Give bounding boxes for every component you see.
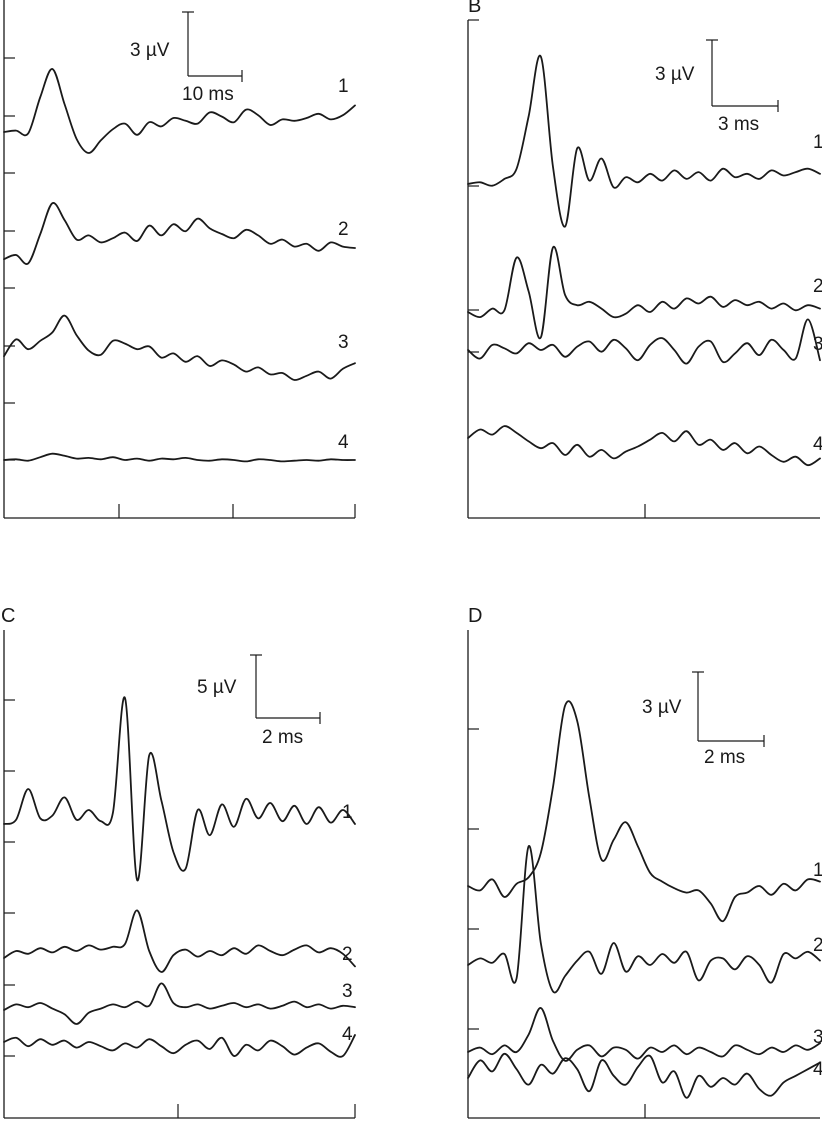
trace-number-2: 2: [813, 935, 822, 956]
trace-number-4: 4: [338, 432, 349, 453]
trace-1: [467, 700, 821, 923]
panel-3: C 5 µV 2 ms 1 2 3 4: [1, 605, 356, 1119]
trace-3: [3, 982, 356, 1025]
scale-bar-voltage-label: 3 µV: [130, 40, 170, 61]
trace-number-1: 1: [342, 802, 353, 823]
trace-2: [467, 246, 821, 340]
trace-2: [3, 202, 356, 265]
trace-1: [3, 696, 356, 881]
trace-3: [467, 1007, 821, 1062]
panel-label: D: [468, 605, 482, 627]
scale-bar-time-label: 10 ms: [182, 84, 234, 105]
trace-number-4: 4: [342, 1024, 353, 1045]
trace-4: [467, 425, 821, 467]
trace-number-4: 4: [813, 434, 822, 455]
scale-bar-time-label: 2 ms: [262, 727, 303, 748]
panel-label: B: [468, 0, 481, 17]
trace-4: [3, 452, 356, 463]
trace-2: [3, 909, 356, 973]
scale-bar-time-label: 3 ms: [718, 114, 759, 135]
panel-label: C: [1, 605, 15, 627]
scale-bar-voltage-label: 3 µV: [642, 697, 682, 718]
trace-number-4: 4: [813, 1059, 822, 1080]
trace-number-2: 2: [342, 944, 353, 965]
trace-number-2: 2: [813, 276, 822, 297]
trace-2: [467, 845, 821, 994]
panel-2: B 3 µV 3 ms 1 2 3 4: [467, 0, 822, 519]
trace-4: [3, 1034, 356, 1058]
trace-3: [3, 314, 356, 381]
trace-1: [467, 54, 821, 228]
trace-1: [3, 68, 356, 154]
trace-number-3: 3: [338, 332, 349, 353]
trace-number-3: 3: [813, 334, 822, 355]
trace-number-3: 3: [813, 1027, 822, 1048]
trace-number-3: 3: [342, 981, 353, 1002]
trace-number-1: 1: [813, 132, 822, 153]
scale-bar-voltage-label: 5 µV: [197, 677, 237, 698]
trace-number-2: 2: [338, 219, 349, 240]
panel-4: D 3 µV 2 ms 1 2 3 4: [467, 605, 822, 1119]
trace-3: [467, 318, 821, 365]
trace-number-1: 1: [338, 76, 349, 97]
trace-4: [467, 1052, 821, 1099]
panel-1: 3 µV 10 ms 1 2 3 4: [3, 0, 356, 519]
scale-bar-time-label: 2 ms: [704, 747, 745, 768]
trace-number-1: 1: [813, 860, 822, 881]
scale-bar-voltage-label: 3 µV: [655, 64, 695, 85]
